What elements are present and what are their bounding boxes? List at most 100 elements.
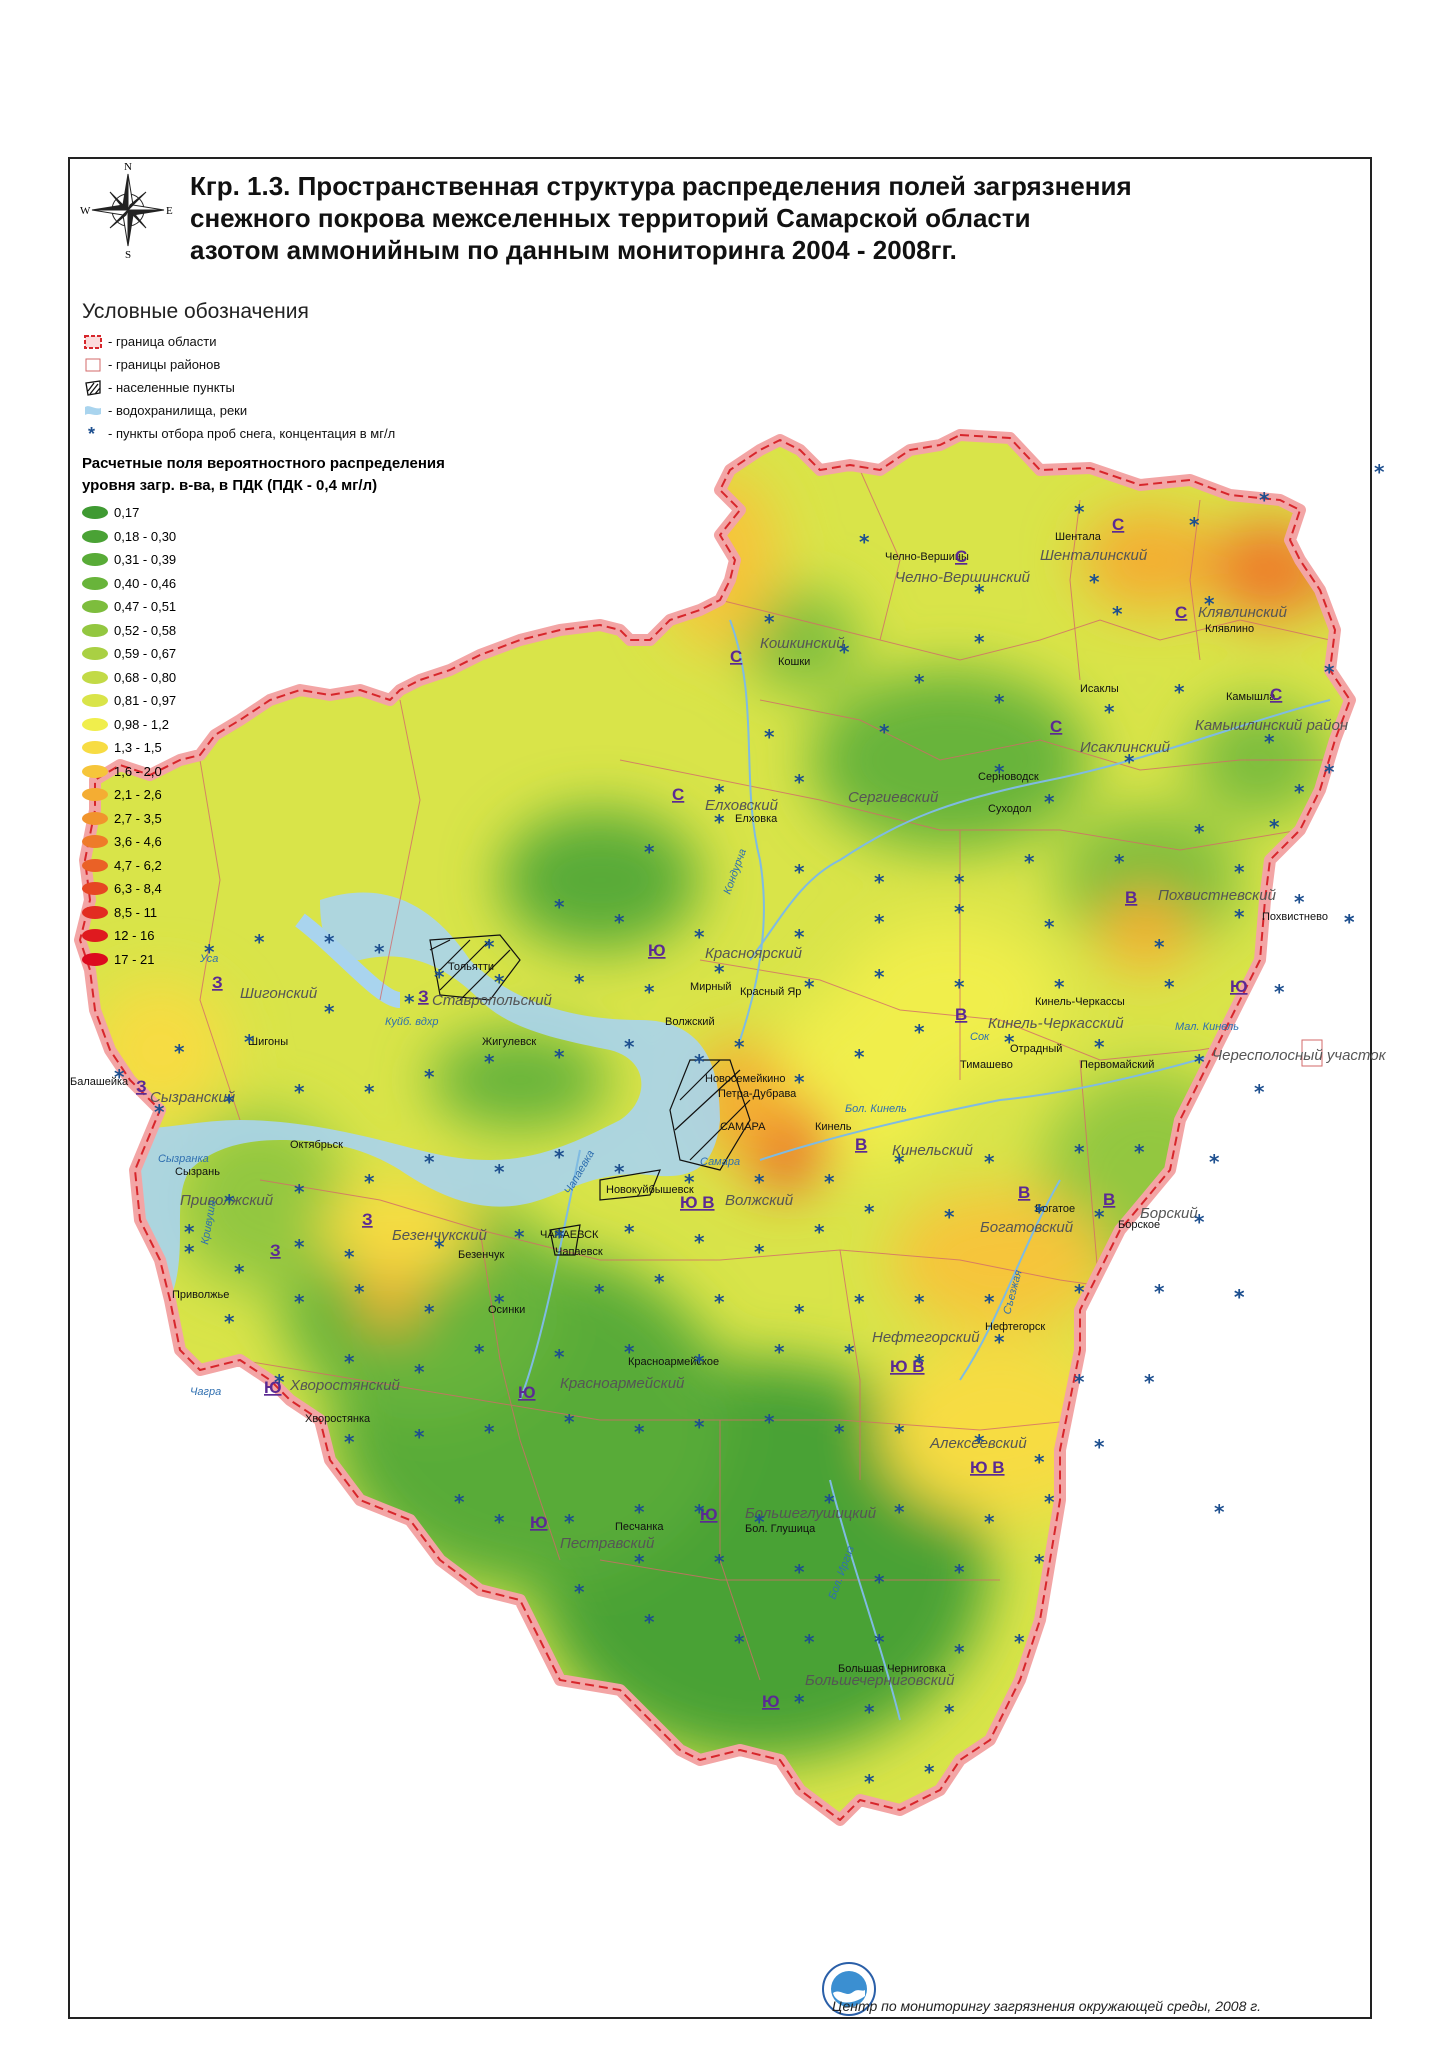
district-label: Сергиевский <box>848 789 939 806</box>
district-label: Большечерниговский <box>805 1672 955 1689</box>
level-list: 0,17 0,18 - 0,30 0,31 - 0,39 0,40 - 0,46 0,4… <box>82 501 502 971</box>
legend-item-sample-points: * - пункты отбора проб снега, концентаци… <box>82 422 502 445</box>
zone-label: С <box>1270 685 1282 704</box>
sample-point-icon: * <box>944 1700 955 1724</box>
zone-label: З <box>136 1077 147 1096</box>
sample-point-icon: * <box>714 960 725 984</box>
district-label: Кошкинский <box>760 635 845 652</box>
legend-label: - населенные пункты <box>108 380 235 395</box>
sample-point-icon: * <box>714 1550 725 1574</box>
sample-point-icon: * <box>484 1050 495 1074</box>
legend-label: - граница области <box>108 334 217 349</box>
sample-point-icon: * <box>944 1205 955 1229</box>
district-label: Хворостянский <box>289 1377 401 1394</box>
river-label: Бол. Кинель <box>845 1103 907 1115</box>
level-label: 0,52 - 0,58 <box>114 622 177 638</box>
zone-label: С <box>730 647 742 666</box>
sample-point-icon: * <box>954 900 965 924</box>
sample-point-icon: * <box>374 940 385 964</box>
sample-point-icon: * <box>879 720 890 744</box>
zone-label: Ю <box>264 1378 282 1397</box>
sample-point-icon: * <box>854 1290 865 1314</box>
sample-point-icon: * <box>1254 1080 1265 1104</box>
sample-point-icon: * <box>1089 570 1100 594</box>
town-label: Кинель <box>815 1121 852 1133</box>
compass-south: S <box>125 249 131 260</box>
sample-point-icon: * <box>644 1610 655 1634</box>
town-label: Камышла <box>1226 691 1276 703</box>
sample-point-icon: * <box>634 1420 645 1444</box>
sample-point-icon: * <box>254 930 265 954</box>
fields-heading-line-2: уровня загр. в-ва, в ПДК (ПДК - 0,4 мг/л… <box>82 477 378 494</box>
district-label: Нефтегорский <box>872 1329 980 1346</box>
sample-point-icon: * <box>1074 1370 1085 1394</box>
sample-point-icon: * <box>634 1550 645 1574</box>
zone-label: С <box>1112 515 1124 534</box>
sample-point-icon: * <box>694 1500 705 1524</box>
level-swatch <box>82 694 108 708</box>
sample-point-icon: * <box>954 1640 965 1664</box>
district-label: Челно-Вершинский <box>895 569 1031 586</box>
legend-level-row: 0,81 - 0,97 <box>82 689 502 713</box>
level-label: 2,1 - 2,6 <box>114 787 162 803</box>
district-label: Пестравский <box>560 1535 655 1552</box>
zone-label: С <box>955 547 967 566</box>
legend-item-district-borders: - границы районов <box>82 353 502 376</box>
sample-point-icon: * <box>694 925 705 949</box>
sample-point-icon: * <box>694 1230 705 1254</box>
region-border-dashed <box>79 434 1351 1821</box>
sample-point-icon: * <box>1044 915 1055 939</box>
sample-point-icon: * <box>324 930 335 954</box>
sample-point-icon: * <box>844 1340 855 1364</box>
legend-level-row: 2,7 - 3,5 <box>82 807 502 831</box>
level-swatch <box>82 576 108 590</box>
sample-point-icon: * <box>894 1150 905 1174</box>
legend-level-row: 12 - 16 <box>82 924 502 948</box>
sample-point-icon: * <box>924 1760 935 1784</box>
sample-point-icon: * <box>1324 760 1335 784</box>
town-label: Отрадный <box>1010 1043 1062 1055</box>
sample-point-icon: * <box>1114 850 1125 874</box>
river-label: Сызранка <box>158 1153 209 1165</box>
legend-level-row: 4,7 - 6,2 <box>82 854 502 878</box>
sample-point-icon: * <box>1264 730 1275 754</box>
town-label: Богатое <box>1035 1203 1075 1215</box>
sample-point-icon: * <box>954 870 965 894</box>
sample-point-icon: * <box>344 1430 355 1454</box>
district-border-icon <box>85 358 101 371</box>
sample-point-icon: * <box>1194 820 1205 844</box>
legend-level-row: 2,1 - 2,6 <box>82 783 502 807</box>
zone-label: С <box>1050 717 1062 736</box>
sample-point-icon: * <box>1074 1140 1085 1164</box>
sample-point-icon: * <box>874 1630 885 1654</box>
legend: Условные обозначения - граница области -… <box>82 300 502 971</box>
district-label: Елховский <box>705 797 779 814</box>
town-label: Исаклы <box>1080 683 1119 695</box>
legend-level-row: 0,18 - 0,30 <box>82 525 502 549</box>
compass-west: W <box>80 205 91 217</box>
sample-point-icon: * <box>824 1490 835 1514</box>
legend-label: - водохранилища, реки <box>108 403 248 418</box>
legend-level-row: 1,6 - 2,0 <box>82 760 502 784</box>
zone-label: Ю <box>1230 977 1248 996</box>
district-label: Ставропольский <box>432 992 553 1009</box>
district-label: Шигонский <box>240 985 318 1002</box>
sample-point-icon: * <box>494 970 505 994</box>
sample-point-icon: * <box>714 810 725 834</box>
region-border-icon <box>84 334 102 349</box>
sample-point-icon: * <box>984 1290 995 1314</box>
zone-label: З <box>270 1241 281 1260</box>
sample-point-icon: * <box>984 1150 995 1174</box>
sample-point-icon: * <box>1054 975 1065 999</box>
zone-label: Ю В <box>890 1357 925 1376</box>
river-label: Уса <box>199 953 218 965</box>
level-label: 2,7 - 3,5 <box>114 810 162 826</box>
sample-point-icon: * <box>484 935 495 959</box>
town-label: Серноводск <box>978 771 1039 783</box>
legend-item-settlements: - населенные пункты <box>82 376 502 399</box>
level-swatch <box>82 929 108 943</box>
svg-text:*: * <box>88 425 95 443</box>
sample-point-icon: * <box>1104 700 1115 724</box>
sample-point-icon: * <box>184 1240 195 1264</box>
sample-point-icon: * <box>294 1290 305 1314</box>
